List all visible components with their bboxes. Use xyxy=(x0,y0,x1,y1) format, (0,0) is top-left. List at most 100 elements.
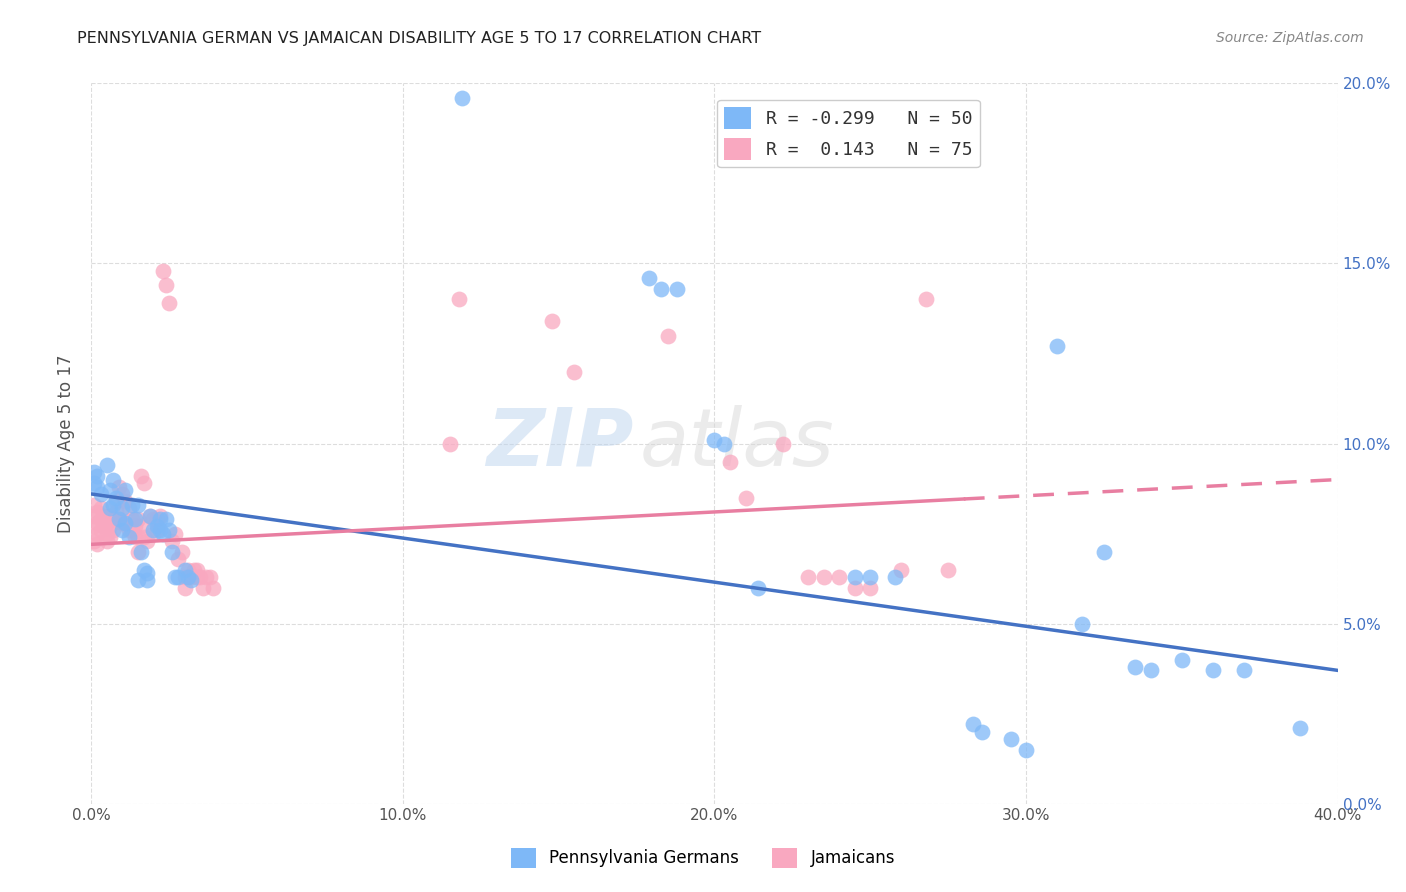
Point xyxy=(108,480,131,494)
Point xyxy=(541,314,564,328)
Point xyxy=(718,454,741,468)
Point xyxy=(173,581,195,595)
Point xyxy=(915,293,938,307)
Point xyxy=(86,516,108,530)
Point xyxy=(155,278,177,293)
Point xyxy=(101,512,124,526)
Point xyxy=(188,570,211,584)
Point xyxy=(160,533,183,548)
Point xyxy=(114,516,136,530)
Point xyxy=(111,487,134,501)
Point xyxy=(105,491,128,505)
Point xyxy=(177,570,200,584)
Point xyxy=(1123,660,1146,674)
Point xyxy=(145,523,167,537)
Point xyxy=(142,523,165,537)
Point xyxy=(136,566,159,581)
Point xyxy=(121,523,143,537)
Point xyxy=(666,282,689,296)
Point xyxy=(127,498,149,512)
Point xyxy=(157,296,180,310)
Point xyxy=(165,570,187,584)
Point xyxy=(962,717,984,731)
Text: ZIP: ZIP xyxy=(486,405,634,483)
Point xyxy=(86,537,108,551)
Point xyxy=(884,570,907,584)
Point xyxy=(152,263,174,277)
Legend: R = -0.299   N = 50, R =  0.143   N = 75: R = -0.299 N = 50, R = 0.143 N = 75 xyxy=(717,100,980,167)
Point xyxy=(89,501,111,516)
Point xyxy=(713,436,735,450)
Point xyxy=(193,581,215,595)
Point xyxy=(142,526,165,541)
Point xyxy=(186,563,208,577)
Point xyxy=(149,512,172,526)
Point xyxy=(89,523,111,537)
Point xyxy=(114,483,136,498)
Point xyxy=(157,523,180,537)
Point xyxy=(1171,652,1194,666)
Point xyxy=(972,724,994,739)
Point xyxy=(83,498,105,512)
Point xyxy=(111,516,134,530)
Point xyxy=(1092,544,1115,558)
Point xyxy=(105,494,128,508)
Point xyxy=(142,512,165,526)
Point xyxy=(180,570,202,584)
Point xyxy=(108,512,131,526)
Point xyxy=(844,570,866,584)
Point xyxy=(136,574,159,588)
Point xyxy=(98,508,121,523)
Point xyxy=(108,512,131,526)
Point xyxy=(165,526,187,541)
Point xyxy=(186,570,208,584)
Point xyxy=(152,526,174,541)
Point xyxy=(149,508,172,523)
Point xyxy=(127,574,149,588)
Point xyxy=(1139,664,1161,678)
Text: PENNSYLVANIA GERMAN VS JAMAICAN DISABILITY AGE 5 TO 17 CORRELATION CHART: PENNSYLVANIA GERMAN VS JAMAICAN DISABILI… xyxy=(77,31,762,46)
Point xyxy=(129,519,152,533)
Point xyxy=(105,505,128,519)
Point xyxy=(98,530,121,544)
Point xyxy=(160,544,183,558)
Point xyxy=(114,516,136,530)
Point xyxy=(813,570,835,584)
Point xyxy=(173,563,195,577)
Point xyxy=(145,512,167,526)
Point xyxy=(195,570,218,584)
Point xyxy=(177,563,200,577)
Point xyxy=(734,491,756,505)
Point xyxy=(139,508,162,523)
Point xyxy=(747,581,769,595)
Point xyxy=(451,91,474,105)
Point xyxy=(173,570,195,584)
Point xyxy=(772,436,794,450)
Point xyxy=(121,512,143,526)
Point xyxy=(797,570,820,584)
Point xyxy=(127,544,149,558)
Point xyxy=(83,533,105,548)
Point xyxy=(89,487,111,501)
Point xyxy=(93,508,115,523)
Point xyxy=(447,293,470,307)
Y-axis label: Disability Age 5 to 17: Disability Age 5 to 17 xyxy=(58,354,75,533)
Point xyxy=(101,473,124,487)
Point xyxy=(124,519,146,533)
Point xyxy=(83,508,105,523)
Point xyxy=(86,469,108,483)
Point xyxy=(93,519,115,533)
Point xyxy=(703,433,725,447)
Point xyxy=(98,501,121,516)
Point xyxy=(114,494,136,508)
Point xyxy=(117,530,139,544)
Point xyxy=(167,570,190,584)
Point xyxy=(96,526,118,541)
Text: Source: ZipAtlas.com: Source: ZipAtlas.com xyxy=(1216,31,1364,45)
Point xyxy=(101,523,124,537)
Point xyxy=(124,530,146,544)
Point xyxy=(936,563,959,577)
Point xyxy=(170,544,193,558)
Point xyxy=(657,328,679,343)
Point xyxy=(638,271,661,285)
